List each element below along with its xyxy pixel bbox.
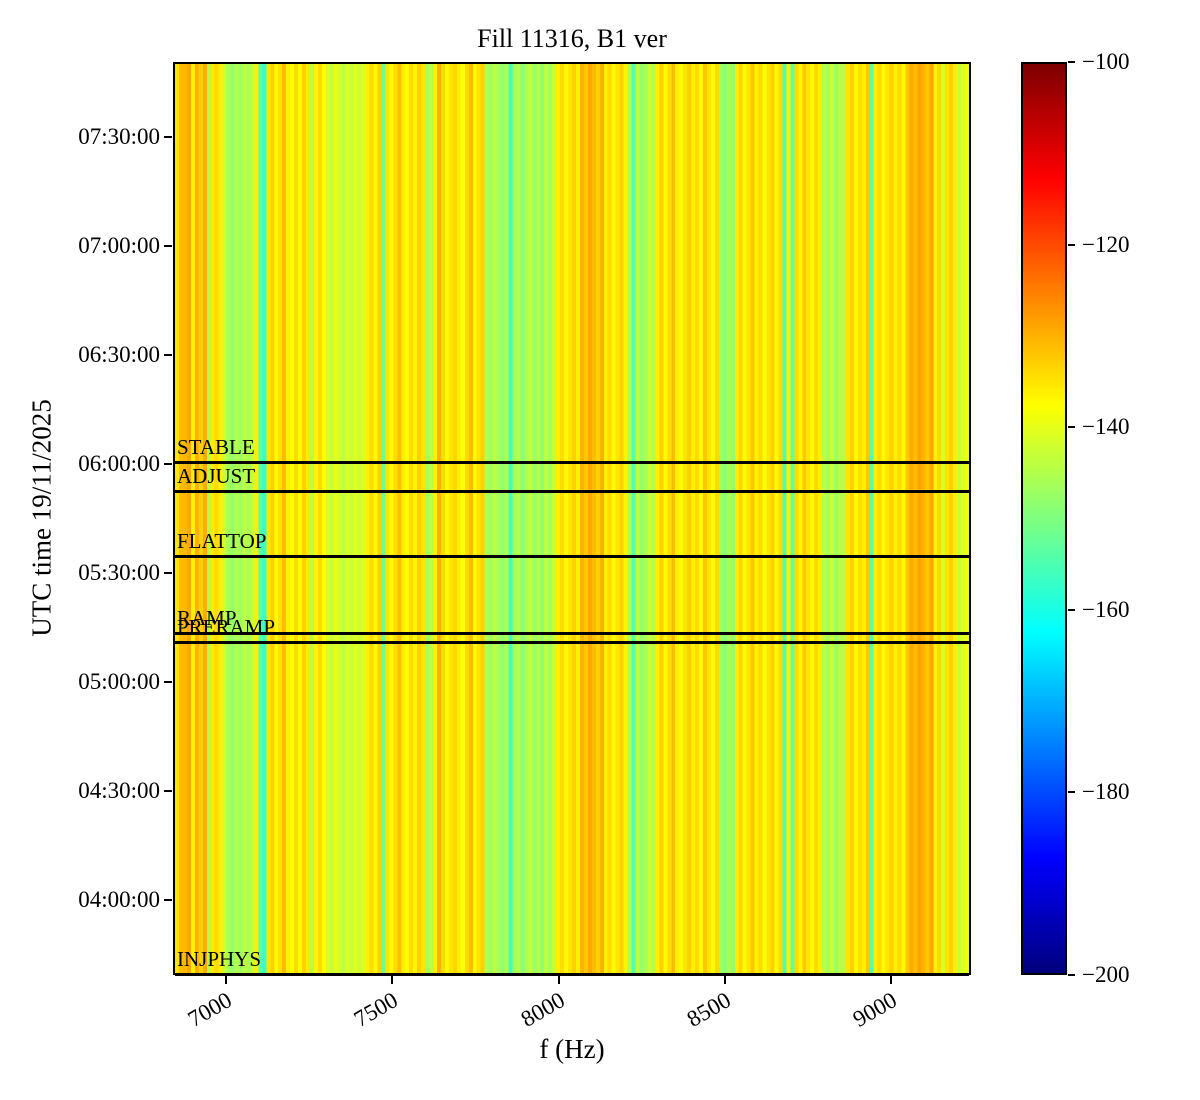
spectrogram-canvas bbox=[175, 64, 969, 973]
y-tick-label-06:00:00: 06:00:00 bbox=[78, 451, 160, 476]
colorbar-tick-label--120: −120 bbox=[1082, 231, 1130, 257]
beam-mode-label-injphys: INJPHYS bbox=[177, 946, 262, 971]
y-tick-label-05:30:00: 05:30:00 bbox=[78, 559, 160, 585]
colorbar-tick-mark--120 bbox=[1068, 243, 1075, 246]
beam-mode-label-flattop: FLATTOP bbox=[177, 529, 267, 554]
colorbar-gradient-canvas bbox=[1023, 64, 1065, 973]
beam-mode-line-preramp bbox=[175, 640, 969, 644]
x-tick-label-7500: 7500 bbox=[350, 987, 403, 1032]
x-tick-mark-7500 bbox=[391, 976, 394, 984]
y-tick-mark-05:30:00 bbox=[164, 571, 172, 574]
beam-mode-label-adjust: ADJUST bbox=[177, 463, 256, 488]
x-tick-mark-7000 bbox=[225, 976, 228, 984]
x-tick-mark-9000 bbox=[890, 976, 893, 984]
y-tick-label-07:30:00: 07:30:00 bbox=[78, 124, 160, 150]
colorbar-tick-label--100: −100 bbox=[1082, 49, 1130, 74]
y-tick-mark-07:00:00 bbox=[164, 245, 172, 248]
colorbar-tick-label--160: −160 bbox=[1082, 596, 1130, 622]
beam-mode-line-flattop bbox=[175, 555, 969, 559]
beam-mode-label-preramp: PRERAMP bbox=[177, 614, 276, 639]
y-axis-label: UTC time 19/11/2025 bbox=[26, 399, 57, 637]
y-tick-label-06:30:00: 06:30:00 bbox=[78, 342, 160, 368]
beam-mode-line-injphys bbox=[175, 972, 969, 976]
beam-mode-line-stable bbox=[175, 460, 969, 464]
chart-title: Fill 11316, B1 ver bbox=[477, 24, 667, 53]
beam-mode-label-ramp: RAMP bbox=[177, 605, 237, 630]
y-tick-mark-07:30:00 bbox=[164, 136, 172, 139]
x-tick-mark-8000 bbox=[557, 976, 560, 984]
y-tick-mark-06:00:00 bbox=[164, 463, 172, 465]
y-tick-mark-04:00:00 bbox=[164, 898, 172, 901]
y-tick-label-04:00:00: 04:00:00 bbox=[78, 886, 160, 912]
x-tick-label-8500: 8500 bbox=[682, 987, 735, 1032]
x-tick-label-8000: 8000 bbox=[516, 987, 569, 1032]
colorbar-tick-label--140: −140 bbox=[1082, 414, 1130, 440]
heatmap-plot-area: STABLE ADJUST FLATTOP RAMP PRERAMP INJPHYS bbox=[173, 62, 971, 976]
colorbar-tick-mark--140 bbox=[1068, 426, 1075, 429]
y-tick-mark-04:30:00 bbox=[164, 789, 172, 792]
colorbar-tick-mark--160 bbox=[1068, 608, 1075, 611]
colorbar-tick-label--180: −180 bbox=[1082, 779, 1130, 805]
colorbar-tick-mark--180 bbox=[1068, 791, 1075, 794]
beam-mode-line-ramp bbox=[175, 631, 969, 635]
x-tick-mark-8500 bbox=[723, 976, 726, 984]
x-tick-label-7000: 7000 bbox=[183, 987, 237, 1032]
x-tick-label-9000: 9000 bbox=[848, 987, 902, 1032]
y-tick-mark-06:30:00 bbox=[164, 354, 172, 357]
colorbar-tick-mark--100 bbox=[1068, 61, 1075, 63]
y-tick-mark-05:00:00 bbox=[164, 680, 172, 683]
y-tick-label-07:00:00: 07:00:00 bbox=[78, 233, 160, 259]
y-tick-label-05:00:00: 05:00:00 bbox=[78, 668, 160, 694]
colorbar-tick-mark--200 bbox=[1068, 974, 1075, 976]
x-axis-label: f (Hz) bbox=[539, 1034, 605, 1064]
colorbar-tick-label--200: −200 bbox=[1082, 962, 1130, 987]
colorbar bbox=[1021, 62, 1067, 975]
beam-mode-label-stable: STABLE bbox=[177, 434, 255, 459]
beam-mode-line-adjust bbox=[175, 489, 969, 493]
y-tick-label-04:30:00: 04:30:00 bbox=[78, 777, 160, 803]
